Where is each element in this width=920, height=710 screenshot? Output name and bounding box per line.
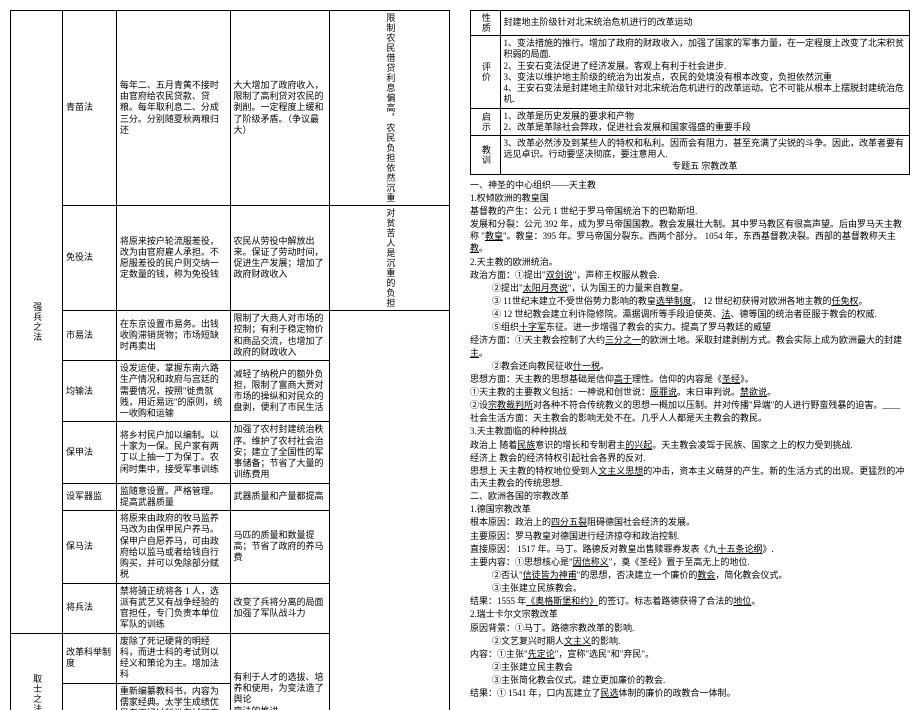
- row-desc: 废除了死记硬背的明经科，而进士科的考试则以经义和策论为主。增加法科: [116, 633, 230, 683]
- body-line: 结果：① 1541 年，口内瓦建立了民选体制的廉价的政教合一体制。: [470, 687, 910, 699]
- eval-label: 启示: [471, 108, 501, 136]
- body-line: ②否认"信徒皆为神甫"的思想，否决建立一个廉价的教会，简化教会仪式。: [470, 569, 910, 581]
- row-effect: 减轻了纳税户的额外负担，限制了富商大贾对市场的操纵和对民众的盘剥，便利了市民生活: [230, 361, 330, 422]
- row-name: 将兵法: [63, 583, 117, 633]
- row-effect: 大大增加了政府收入，限制了高利贷对农民的剥削。一定程度上缓和了阶级矛盾。（争议最…: [230, 11, 330, 206]
- body-line: 1.权倾欧洲的教皇国: [470, 192, 910, 204]
- body-line: ②教会还向教民征收什一税。: [470, 360, 910, 372]
- body-line: ①天主教的主要教义包括：一神说和创世说：原罪说。末日审判说。禁欲说。: [470, 386, 910, 398]
- row-side: 限制农民借贷利息偏高，农民负担依然沉重: [330, 11, 450, 206]
- body-line: 经济上 教会的经济特权引起社会各界的反对.: [470, 452, 910, 464]
- body-line: 主要内容：①思想核心是"因信称义"，奠《圣经》置于至高无上的地位.: [470, 556, 910, 568]
- body-line: 社会生活方面：天主教会的影响无处不在。几乎人人都是天主教会的教民。: [470, 412, 910, 424]
- body-line: 1.德国宗教改革: [470, 503, 910, 515]
- row-effect: 马匹的质量和数量提高；节省了政府的养马费: [230, 511, 330, 584]
- body-line: 2.瑞士卡尔文宗教改革: [470, 608, 910, 620]
- body-line: ③主张建立民族教会。: [470, 582, 910, 594]
- eval-label: 评价: [471, 36, 501, 109]
- body-line: ②设宗教裁判所对各种不符合传统教义的思想一概加以压制。并对传播"异端"的人进行野…: [470, 399, 910, 411]
- row-desc: 设发运使，掌握东南六路生产情况和政府与宫廷的需要情况，按照"徙贵就贱，用近易远"…: [116, 361, 230, 422]
- body-line: ③ 11世纪末建立不受世俗势力影响的教皇选举制度。 12 世纪初获得对欧洲各地主…: [470, 295, 910, 307]
- row-effect: 武器质量和产量都提高: [230, 483, 330, 511]
- row-effect: 限制了大商人对市场的控制；有利于稳定物价和商品交流，也增加了政府的财政收入: [230, 311, 330, 361]
- body-line: 思想上 天主教的特权地位受到人文主义思想的冲击，资本主义萌芽的产生。新的生活方式…: [470, 465, 910, 489]
- right-panel: 性质 封建地主阶级针对北宋统治危机进行的改革运动 评价 1、变法措施的推行。增加…: [470, 10, 910, 710]
- row-desc: 禁将骑正统将各 1 人，选派有武艺又有战争经验的官担任，专门负责本单位军队的训练: [116, 583, 230, 633]
- row-name: 设军器监: [63, 483, 117, 511]
- left-panel: 强兵之法 青苗法 每年二、五月青黄不接时由官府给农民贷款、贷粮。每年取利息二、分…: [10, 10, 450, 710]
- body-line: ②文艺复兴时期人文主义的影响.: [470, 635, 910, 647]
- body-line: ②提出"太阳月亮说"，认为国王的力量来自教皇。: [470, 282, 910, 294]
- body-line: 政治上 随着民族意识的增长和专制君主的兴起。天主教会凌驾于民族、国家之上的权力受…: [470, 439, 910, 451]
- row-name: 均输法: [63, 361, 117, 422]
- row-effect: 加强了农村封建统治秩序。维护了农村社会治安；建立了全国性的军事储备；节省了大量的…: [230, 422, 330, 483]
- body-line: ⑤组织十字军东征。进一步增强了教会的实力。提高了罗马教廷的威望: [470, 321, 910, 333]
- row-desc: 每年二、五月青黄不接时由官府给农民贷款、贷粮。每年取利息二、分成三分。分别随夏秋…: [116, 11, 230, 206]
- body-line: 主要原因：罗马教皇对德国进行经济掠夺和政治控制.: [470, 530, 910, 542]
- eval-text: 1、变法措施的推行。增加了政府的财政收入，加强了国家的军事力量，在一定程度上改变…: [500, 36, 910, 109]
- row-desc: 将原来按户轮流服差役，改为由官府雇人承担。不愿服差役的民户则交纳一定数量的钱，称…: [116, 206, 230, 311]
- row-desc: 将原来由政府的牧马监养马改为由保甲民户养马。保甲户自愿养马，可由政府给以监马或者…: [116, 511, 230, 584]
- reform-table: 强兵之法 青苗法 每年二、五月青黄不接时由官府给农民贷款、贷粮。每年取利息二、分…: [10, 10, 450, 710]
- body-line: 直接原因： 1517 年。马丁。路德反对教皇出售赎罪券发表《九十五条论纲》.: [470, 543, 910, 555]
- row-side: 对贫苦人是沉重的负担: [330, 206, 450, 311]
- body-line: 发展和分裂：公元 392 年，成为罗马帝国国教。教会发展壮大制。其中罗马教区有很…: [470, 218, 910, 254]
- eval-text: 3、改革必然涉及到某些人的特权和私利。因而会有阻力，甚至充满了尖锐的斗争。因此，…: [500, 136, 910, 175]
- row-name: 保马法: [63, 511, 117, 584]
- row-desc: 将乡村民户加以编制。以十家为一保。民户家有两丁以上抽一丁为保丁。农闲时集中，接受…: [116, 422, 230, 483]
- row-name: 市易法: [63, 311, 117, 361]
- group-b-label: 取士之法: [11, 633, 63, 710]
- group-a-label: 强兵之法: [11, 11, 63, 634]
- eval-label: 性质: [471, 11, 501, 36]
- row-desc: 重新编纂教科书，内容为儒家经典。太学生成绩优异者不经过科举考试可直接为官。设置武…: [116, 683, 230, 710]
- row-desc: 在东京设置市易务。出钱收购滞销货物；市场短缺时再卖出: [116, 311, 230, 361]
- eval-label: 教训: [471, 136, 501, 175]
- row-effect: 农民从劳役中解放出来。保证了劳动时间，促进生产发展；增加了政府财政收入: [230, 206, 330, 311]
- body-line: ③主张简化教会仪式。建立更加廉价的教会.: [470, 674, 910, 686]
- body-line: 3.天主教面临的种种挑战: [470, 425, 910, 437]
- body-line: 内容：①主张"先定论"，宣称"选民"和"弃民"。: [470, 648, 910, 660]
- row-side-empty: [330, 311, 450, 710]
- row-effect: 有利于人才的选拔、培养和使用，为变法造了舆论 变法的推进: [230, 633, 330, 710]
- row-name: 保甲法: [63, 422, 117, 483]
- body-line: ②主张建立民主教会: [470, 661, 910, 673]
- body-line: 原因背景：①马丁。路德宗教改革的影响.: [470, 622, 910, 634]
- eval-table: 性质 封建地主阶级针对北宋统治危机进行的改革运动 评价 1、变法措施的推行。增加…: [470, 10, 910, 175]
- row-effect: 改变了兵将分离的局面加强了军队战斗力: [230, 583, 330, 633]
- eval-text: 1、改革是历史发展的要求和产物 2、改革是革除社会弊政，促进社会发展和国家强盛的…: [500, 108, 910, 136]
- body-content: 一、神圣的中心组织——天主教1.权倾欧洲的教皇国基督教的产生：公元 1 世纪于罗…: [470, 179, 910, 700]
- body-line: 根本原因：政治上的四分五裂阻碍德国社会经济的发展。: [470, 516, 910, 528]
- eval-text: 封建地主阶级针对北宋统治危机进行的改革运动: [500, 11, 910, 36]
- body-line: 基督教的产生：公元 1 世纪于罗马帝国统治下的巴勒斯坦.: [470, 205, 910, 217]
- body-line: 一、神圣的中心组织——天主教: [470, 179, 910, 191]
- row-name: 改革科举制度: [63, 633, 117, 683]
- row-name: 青苗法: [63, 11, 117, 206]
- row-name: 免役法: [63, 206, 117, 311]
- body-line: 结果：1555 年《奥格斯堡和约》的签订。标志着路德获得了合法的地位。: [470, 595, 910, 607]
- body-line: 2.天主教的欧洲统治。: [470, 256, 910, 268]
- row-desc: 监随意设置。严格管理。提高武器质量: [116, 483, 230, 511]
- body-line: 经济方面：①天主教会控制了大约三分之一的欧洲土地。采取封建剥削方式。教会实际上成…: [470, 334, 910, 358]
- body-line: 政治方面：①提出"双剑说"，声称王权服从教会.: [470, 269, 910, 281]
- body-line: ④ 12 世纪教会建立利许隐修院。瀛据调所等手段迫使英、法、德等国的统治者臣服于…: [470, 308, 910, 320]
- body-line: 思想方面：天主教的思想基础是信仰高于理性。信仰的内容是《圣经》。: [470, 373, 910, 385]
- body-line: 二、欧洲各国的宗教改革: [470, 490, 910, 502]
- row-name: 整顿太学: [63, 683, 117, 710]
